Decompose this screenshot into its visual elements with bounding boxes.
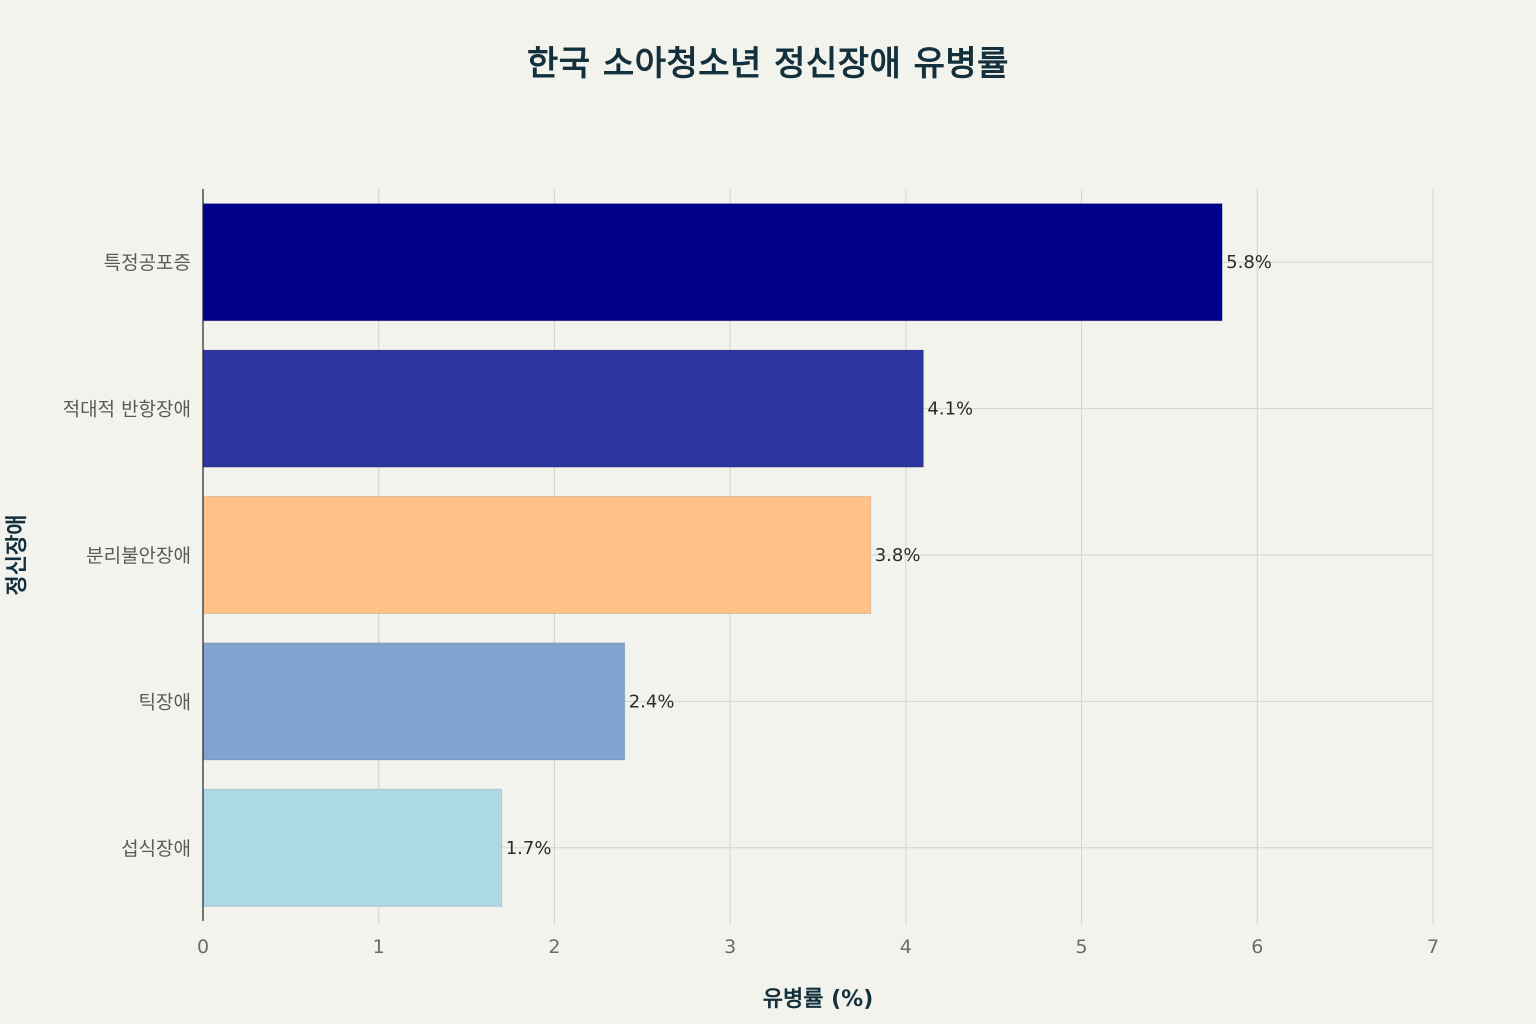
category-label: 적대적 반항장애	[63, 399, 191, 421]
bar	[202, 495, 872, 615]
data-labels: 5.8% 4.1% 3.8% 2.4% 1.7%	[506, 252, 1272, 859]
bar	[202, 349, 924, 468]
category-label: 섭식장애	[121, 838, 191, 860]
data-label: 2.4%	[629, 691, 675, 712]
data-label: 4.1%	[927, 399, 973, 420]
x-tick-label: 5	[1076, 936, 1088, 958]
x-tick-label: 3	[724, 936, 736, 958]
data-label: 3.8%	[875, 545, 921, 566]
bar	[202, 788, 503, 907]
x-tick-label: 6	[1251, 936, 1263, 958]
data-label: 1.7%	[506, 838, 552, 859]
x-axis-title: 유병률 (%)	[763, 987, 874, 1012]
bars	[202, 203, 1223, 907]
data-label: 5.8%	[1226, 252, 1272, 273]
x-tick-label: 7	[1427, 936, 1439, 958]
y-axis-title: 정신장애	[5, 515, 30, 596]
x-tick-label: 4	[900, 936, 912, 958]
x-tick-label: 0	[197, 936, 209, 958]
x-tick-label: 1	[373, 936, 385, 958]
category-label: 특정공포증	[104, 252, 191, 274]
bar	[202, 642, 626, 761]
bar	[202, 203, 1223, 322]
category-label: 틱장애	[139, 691, 191, 713]
category-label: 분리불안장애	[86, 545, 191, 567]
chart-title: 한국 소아청소년 정신장애 유병률	[527, 44, 1009, 84]
x-tick-label: 2	[548, 936, 560, 958]
x-tick-labels: 0 1 2 3 4 5 6 7	[197, 936, 1439, 958]
